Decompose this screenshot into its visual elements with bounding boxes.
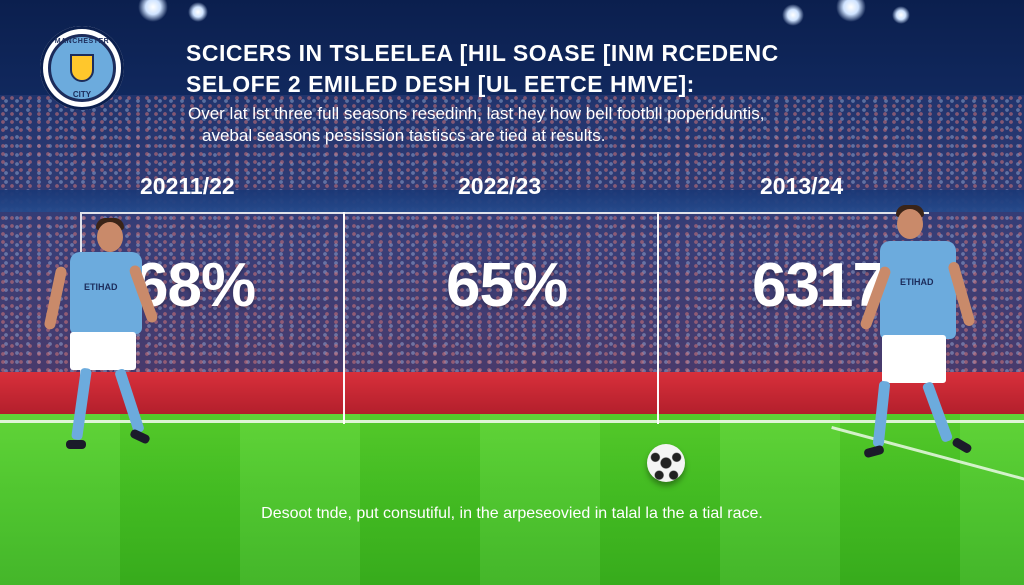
subtitle-line-2: avebal seasons pessission tastiscs are t… xyxy=(202,126,606,145)
advertising-board xyxy=(0,372,1024,414)
player-arm xyxy=(43,265,68,331)
crest-bottom-text: CITY xyxy=(72,90,92,99)
football-icon xyxy=(647,444,685,482)
season-label: 2022/23 xyxy=(458,173,542,199)
crest-shield-icon xyxy=(70,54,94,82)
player-shorts xyxy=(70,332,136,370)
floodlight xyxy=(188,2,208,22)
pitch xyxy=(0,414,1024,585)
shirt-sponsor: ETIHAD xyxy=(84,282,118,292)
player-head xyxy=(97,222,123,252)
subtitle-line-1: Over lat lst three full seasons resedinh… xyxy=(188,104,765,123)
floodlight xyxy=(892,6,910,24)
player-leg xyxy=(114,367,145,435)
headline-line-2: SELOFE 2 EMILED DESH [UL EETCE HMVE]: xyxy=(186,71,695,97)
player-shorts xyxy=(882,335,946,383)
possession-value: 65% xyxy=(446,251,568,320)
player-boot xyxy=(129,428,151,445)
season-label: 20211/22 xyxy=(140,173,235,199)
player-boot xyxy=(863,444,885,459)
touchline xyxy=(0,420,1024,423)
season-panel xyxy=(657,212,929,424)
player-leg xyxy=(71,367,92,441)
crest-top-text: MANCHESTER xyxy=(54,38,110,45)
floodlight xyxy=(836,0,866,22)
headline-line-1: SCICERS IN TSLEELEA [HIL SOASE [INM RCED… xyxy=(186,40,779,66)
player-head xyxy=(897,209,923,239)
club-crest-logo: MANCHESTER CITY xyxy=(40,26,124,110)
floodlight xyxy=(782,4,804,26)
headline: SCICERS IN TSLEELEA [HIL SOASE [INM RCED… xyxy=(186,38,886,100)
player-right: ETIHAD xyxy=(859,205,985,475)
crowd-background xyxy=(0,95,1024,380)
player-shirt xyxy=(880,241,956,339)
shirt-sponsor: ETIHAD xyxy=(900,277,934,287)
player-boot xyxy=(66,440,86,449)
season-label: 2013/24 xyxy=(760,173,844,199)
player-left: ETIHAD xyxy=(43,218,164,463)
footer-caption: Desoot tnde, put consutiful, in the arpe… xyxy=(261,505,763,522)
player-leg xyxy=(872,380,891,448)
floodlight xyxy=(138,0,168,22)
player-leg xyxy=(921,380,954,444)
stadium-tier-band xyxy=(0,190,1024,212)
subtitle: Over lat lst three full seasons resedinh… xyxy=(188,103,888,147)
player-boot xyxy=(951,436,973,455)
player-shirt xyxy=(70,252,142,334)
